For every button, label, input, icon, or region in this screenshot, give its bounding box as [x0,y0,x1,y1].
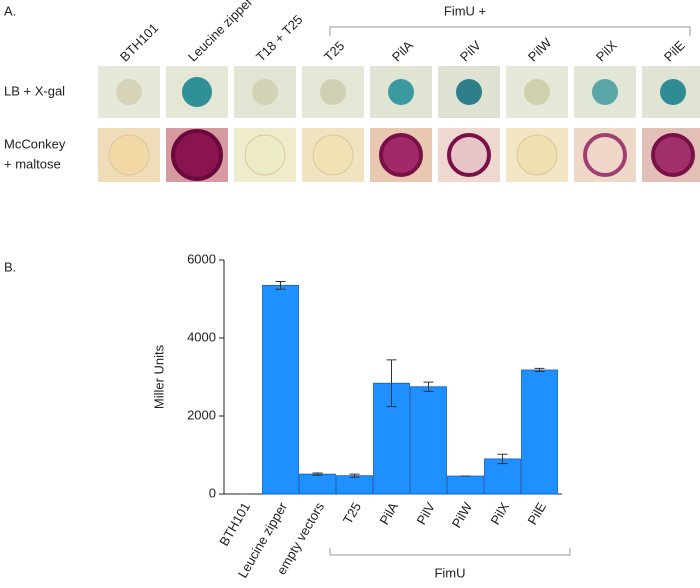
y-tick-label: 2000 [187,407,216,422]
x-tick-label: BTH101 [216,500,253,549]
panel-label: B. [4,259,16,274]
error-bar [423,381,434,392]
colony [592,79,618,105]
error-bar [312,472,323,476]
x-tick-label: PilW [449,499,476,530]
x-tick-label: T25 [340,500,364,527]
bar [521,369,558,495]
colony [583,133,627,177]
group-label: FimU + [444,3,486,18]
error-bar [497,453,508,465]
x-tick-label: PilA [377,499,402,527]
column-label: PilE [661,37,688,64]
column-label: T25 [321,38,347,64]
column-label: PilA [389,37,416,64]
group-label: FimU [434,565,465,580]
colony [456,79,482,105]
error-bar [275,280,286,290]
row-label: + maltose [4,156,61,171]
colony [447,133,491,177]
x-tick-label: PilE [525,499,550,527]
bar [447,475,484,495]
colony [312,134,354,176]
bar [299,473,336,495]
bar [262,284,299,495]
colony [320,79,346,105]
error-bar [534,367,545,373]
y-axis-label: Miller Units [151,344,166,409]
colony [252,79,278,105]
column-label: PilW [525,35,555,65]
colony [660,79,686,105]
colony [182,77,212,107]
error-bar [386,359,397,408]
column-label: PilV [457,37,484,64]
x-tick-label: PilV [414,499,439,527]
row-label: McConkey [4,136,66,151]
colony [244,134,286,176]
column-label: PilX [593,37,620,64]
bar [336,475,373,495]
y-tick-label: 6000 [187,251,216,266]
y-tick-label: 4000 [187,329,216,344]
row-label: LB + X-gal [4,83,65,98]
colony [116,79,142,105]
panel-label: A. [4,3,16,18]
column-label: Leucine zipper [185,0,256,65]
colony [516,134,558,176]
bar [410,386,447,495]
colony [524,79,550,105]
group-bracket [329,548,571,556]
x-tick-label: PilX [488,499,513,527]
column-label: BTH101 [117,20,161,64]
bar [484,458,521,495]
group-bracket [329,26,691,36]
colony [388,79,414,105]
colony [651,133,695,177]
colony [171,129,223,181]
plates [98,66,700,182]
y-tick-label: 0 [209,485,216,500]
error-bar [349,473,360,478]
colony [379,133,423,177]
colony [108,134,150,176]
column-label: T18 + T25 [253,12,306,65]
